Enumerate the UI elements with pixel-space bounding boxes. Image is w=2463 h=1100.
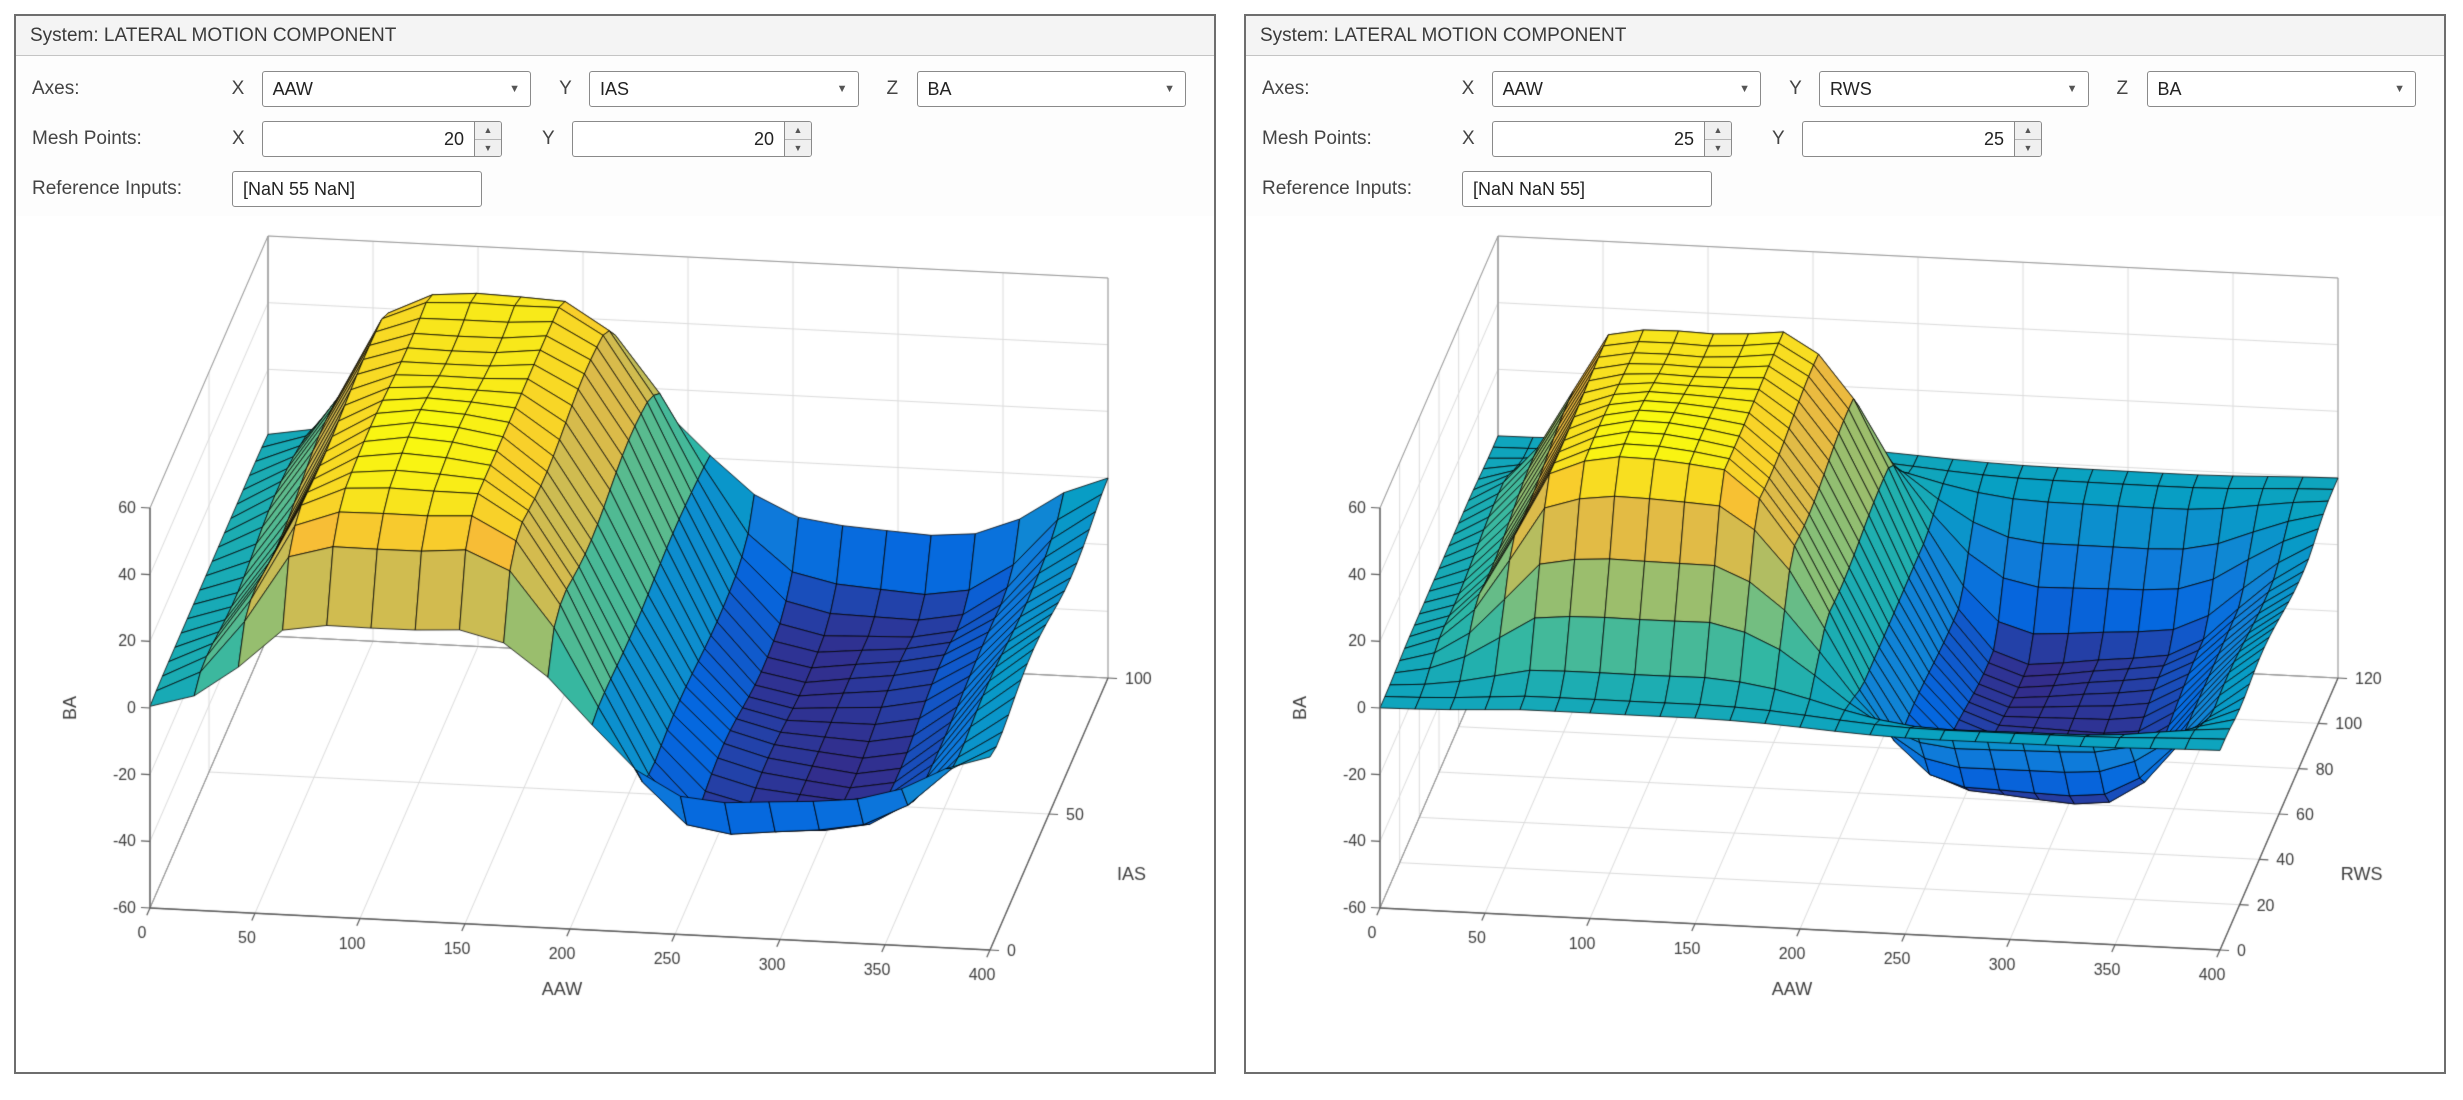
spinner-down-icon[interactable]: ▼ — [475, 139, 501, 156]
mesh-x-letter: X — [232, 128, 245, 149]
mesh-x-input[interactable] — [262, 121, 474, 157]
chevron-down-icon: ▼ — [836, 83, 848, 95]
mesh-y-letter: Y — [1772, 128, 1785, 149]
z-axis-letter: Z — [2116, 78, 2129, 99]
axes-label: Axes: — [32, 78, 80, 99]
mesh-y-spinner[interactable]: ▲ ▼ — [784, 121, 812, 157]
spinner-down-icon[interactable]: ▼ — [2015, 139, 2041, 156]
mesh-x-spinner[interactable]: ▲ ▼ — [474, 121, 502, 157]
mesh-x-field: ▲ ▼ — [262, 121, 502, 157]
surface-viewer-panel-left: System: LATERAL MOTION COMPONENT Axes: X… — [14, 14, 1216, 1074]
spinner-up-icon[interactable]: ▲ — [1705, 122, 1731, 140]
y-axis-letter: Y — [559, 78, 572, 99]
chevron-down-icon: ▼ — [2066, 83, 2078, 95]
x-axis-value: AAW — [272, 78, 313, 99]
spinner-down-icon[interactable]: ▼ — [785, 139, 811, 156]
reference-inputs-row: Reference Inputs: — [1262, 164, 2444, 214]
controls: Axes: X AAW ▼ Y RWS ▼ Z BA ▼ Mesh Points — [1246, 56, 2444, 216]
mesh-x-letter: X — [1462, 128, 1475, 149]
reference-inputs-label: Reference Inputs: — [32, 178, 182, 199]
spinner-up-icon[interactable]: ▲ — [475, 122, 501, 140]
reference-inputs-row: Reference Inputs: — [32, 164, 1214, 214]
mesh-y-input[interactable] — [1802, 121, 2014, 157]
mesh-points-row: Mesh Points: X ▲ ▼ Y ▲ ▼ — [1262, 114, 2444, 164]
panel-title: System: LATERAL MOTION COMPONENT — [1246, 16, 2444, 56]
x-axis-letter: X — [231, 78, 245, 99]
axes-label: Axes: — [1262, 78, 1310, 99]
reference-inputs-input[interactable] — [232, 171, 482, 207]
axes-row: Axes: X AAW ▼ Y RWS ▼ Z BA ▼ — [1262, 64, 2444, 114]
z-axis-letter: Z — [886, 78, 899, 99]
x-axis-select[interactable]: AAW ▼ — [1491, 71, 1762, 107]
x-axis-select[interactable]: AAW ▼ — [261, 71, 532, 107]
controls: Axes: X AAW ▼ Y IAS ▼ Z BA ▼ Mesh Points — [16, 56, 1214, 216]
chevron-down-icon: ▼ — [509, 83, 521, 95]
spinner-up-icon[interactable]: ▲ — [785, 122, 811, 140]
x-axis-letter: X — [1461, 78, 1475, 99]
axes-row: Axes: X AAW ▼ Y IAS ▼ Z BA ▼ — [32, 64, 1214, 114]
mesh-x-spinner[interactable]: ▲ ▼ — [1704, 121, 1732, 157]
spinner-down-icon[interactable]: ▼ — [1705, 139, 1731, 156]
z-axis-value: BA — [2157, 78, 2182, 99]
surface-plot[interactable] — [30, 218, 1195, 1068]
surface-viewer-panel-right: System: LATERAL MOTION COMPONENT Axes: X… — [1244, 14, 2446, 1074]
y-axis-select[interactable]: RWS ▼ — [1819, 71, 2089, 107]
y-axis-select[interactable]: IAS ▼ — [589, 71, 859, 107]
chevron-down-icon: ▼ — [2394, 83, 2405, 95]
mesh-x-field: ▲ ▼ — [1492, 121, 1732, 157]
reference-inputs-input[interactable] — [1462, 171, 1712, 207]
plot-area — [1246, 216, 2444, 1072]
mesh-points-label: Mesh Points: — [32, 128, 142, 149]
panel-title: System: LATERAL MOTION COMPONENT — [16, 16, 1214, 56]
mesh-y-letter: Y — [542, 128, 555, 149]
spinner-up-icon[interactable]: ▲ — [2015, 122, 2041, 140]
x-axis-value: AAW — [1502, 78, 1543, 99]
plot-area — [16, 216, 1214, 1072]
mesh-y-field: ▲ ▼ — [1802, 121, 2042, 157]
mesh-points-row: Mesh Points: X ▲ ▼ Y ▲ ▼ — [32, 114, 1214, 164]
z-axis-select[interactable]: BA ▼ — [916, 71, 1186, 107]
z-axis-select[interactable]: BA ▼ — [2146, 71, 2416, 107]
chevron-down-icon: ▼ — [1164, 83, 1175, 95]
mesh-points-label: Mesh Points: — [1262, 128, 1372, 149]
surface-plot[interactable] — [1260, 218, 2425, 1068]
chevron-down-icon: ▼ — [1739, 83, 1751, 95]
mesh-y-field: ▲ ▼ — [572, 121, 812, 157]
mesh-y-spinner[interactable]: ▲ ▼ — [2014, 121, 2042, 157]
mesh-x-input[interactable] — [1492, 121, 1704, 157]
reference-inputs-label: Reference Inputs: — [1262, 178, 1412, 199]
y-axis-value: IAS — [600, 78, 630, 99]
y-axis-letter: Y — [1789, 78, 1802, 99]
z-axis-value: BA — [927, 78, 952, 99]
y-axis-value: RWS — [1830, 78, 1872, 99]
mesh-y-input[interactable] — [572, 121, 784, 157]
